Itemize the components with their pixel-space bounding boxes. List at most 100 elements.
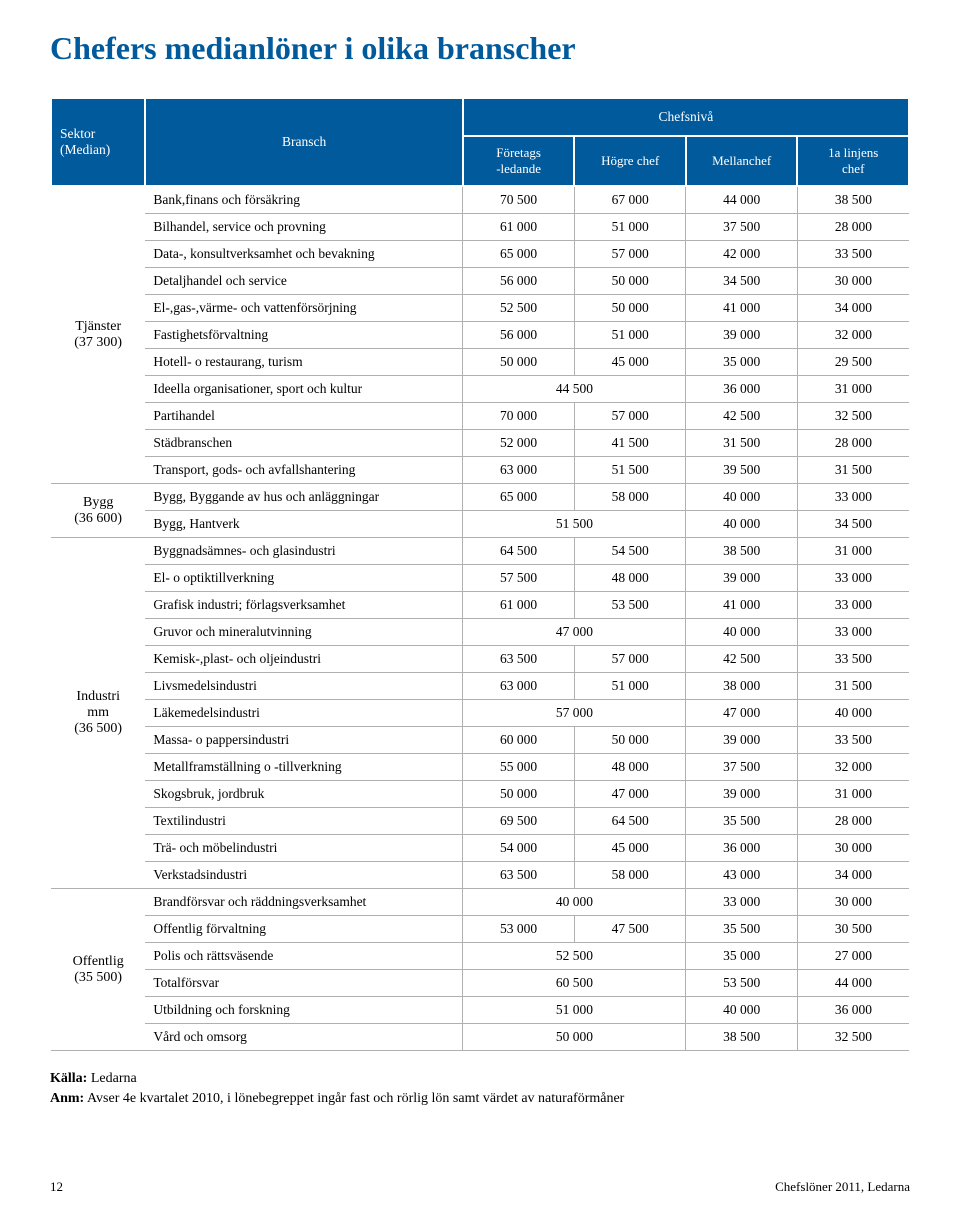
sector-cell: Offentlig(35 500) (51, 889, 145, 1051)
value-cell: 51 500 (574, 457, 686, 484)
value-cell: 51 000 (574, 673, 686, 700)
value-cell: 39 000 (686, 727, 798, 754)
value-cell: 44 500 (463, 376, 686, 403)
value-cell: 33 000 (797, 619, 909, 646)
branch-cell: El- o optiktillverkning (145, 565, 462, 592)
table-row: Tjänster(37 300)Bank,finans och försäkri… (51, 186, 909, 214)
value-cell: 42 500 (686, 403, 798, 430)
value-cell: 39 000 (686, 322, 798, 349)
value-cell: 32 000 (797, 322, 909, 349)
value-cell: 30 000 (797, 889, 909, 916)
branch-cell: Skogsbruk, jordbruk (145, 781, 462, 808)
table-row: Bygg(36 600)Bygg, Byggande av hus och an… (51, 484, 909, 511)
value-cell: 47 000 (463, 619, 686, 646)
branch-cell: Bygg, Byggande av hus och anläggningar (145, 484, 462, 511)
table-row: Fastighetsförvaltning56 00051 00039 0003… (51, 322, 909, 349)
value-cell: 33 500 (797, 727, 909, 754)
header-col-1: Företags-ledande (463, 136, 575, 186)
value-cell: 33 500 (797, 646, 909, 673)
table-row: Offentlig(35 500)Brandförsvar och räddni… (51, 889, 909, 916)
value-cell: 65 000 (463, 241, 575, 268)
value-cell: 47 500 (574, 916, 686, 943)
value-cell: 57 000 (574, 403, 686, 430)
value-cell: 40 000 (686, 511, 798, 538)
header-sector: Sektor(Median) (51, 98, 145, 186)
value-cell: 38 000 (686, 673, 798, 700)
value-cell: 33 000 (797, 565, 909, 592)
branch-cell: Städbranschen (145, 430, 462, 457)
source-value: Ledarna (91, 1071, 137, 1086)
value-cell: 51 500 (463, 511, 686, 538)
value-cell: 52 000 (463, 430, 575, 457)
value-cell: 60 000 (463, 727, 575, 754)
table-row: Detaljhandel och service56 00050 00034 5… (51, 268, 909, 295)
value-cell: 57 000 (463, 700, 686, 727)
value-cell: 34 500 (686, 268, 798, 295)
table-row: Vård och omsorg50 00038 50032 500 (51, 1024, 909, 1051)
value-cell: 40 000 (686, 484, 798, 511)
value-cell: 47 000 (686, 700, 798, 727)
value-cell: 67 000 (574, 186, 686, 214)
value-cell: 34 000 (797, 862, 909, 889)
table-row: Kemisk-,plast- och oljeindustri63 50057 … (51, 646, 909, 673)
value-cell: 34 500 (797, 511, 909, 538)
salary-table: Sektor(Median) Bransch Chefsnivå Företag… (50, 97, 910, 1051)
value-cell: 42 000 (686, 241, 798, 268)
header-branch: Bransch (145, 98, 462, 186)
value-cell: 40 000 (797, 700, 909, 727)
value-cell: 69 500 (463, 808, 575, 835)
value-cell: 53 500 (686, 970, 798, 997)
value-cell: 40 000 (686, 997, 798, 1024)
value-cell: 61 000 (463, 592, 575, 619)
branch-cell: Brandförsvar och räddningsverksamhet (145, 889, 462, 916)
table-row: Läkemedelsindustri57 00047 00040 000 (51, 700, 909, 727)
value-cell: 33 000 (797, 484, 909, 511)
value-cell: 31 000 (797, 781, 909, 808)
table-row: Totalförsvar60 50053 50044 000 (51, 970, 909, 997)
value-cell: 54 500 (574, 538, 686, 565)
value-cell: 28 000 (797, 214, 909, 241)
sector-cell: Bygg(36 600) (51, 484, 145, 538)
value-cell: 51 000 (574, 214, 686, 241)
value-cell: 35 500 (686, 916, 798, 943)
value-cell: 33 000 (686, 889, 798, 916)
value-cell: 39 000 (686, 565, 798, 592)
table-row: Utbildning och forskning51 00040 00036 0… (51, 997, 909, 1024)
value-cell: 40 000 (686, 619, 798, 646)
value-cell: 50 000 (574, 295, 686, 322)
table-row: Städbranschen52 00041 50031 50028 000 (51, 430, 909, 457)
value-cell: 57 000 (574, 646, 686, 673)
value-cell: 31 500 (686, 430, 798, 457)
value-cell: 33 500 (797, 241, 909, 268)
value-cell: 48 000 (574, 754, 686, 781)
value-cell: 53 500 (574, 592, 686, 619)
header-level: Chefsnivå (463, 98, 909, 136)
value-cell: 30 000 (797, 268, 909, 295)
branch-cell: Hotell- o restaurang, turism (145, 349, 462, 376)
value-cell: 35 500 (686, 808, 798, 835)
sector-cell: Industrimm(36 500) (51, 538, 145, 889)
value-cell: 53 000 (463, 916, 575, 943)
header-col-2: Högre chef (574, 136, 686, 186)
branch-cell: Data-, konsultverksamhet och bevakning (145, 241, 462, 268)
table-row: Ideella organisationer, sport och kultur… (51, 376, 909, 403)
table-row: Metallframställning o -tillverkning55 00… (51, 754, 909, 781)
sector-cell: Tjänster(37 300) (51, 186, 145, 484)
value-cell: 32 000 (797, 754, 909, 781)
branch-cell: Ideella organisationer, sport och kultur (145, 376, 462, 403)
value-cell: 30 500 (797, 916, 909, 943)
value-cell: 41 000 (686, 295, 798, 322)
value-cell: 44 000 (797, 970, 909, 997)
branch-cell: Polis och rättsväsende (145, 943, 462, 970)
value-cell: 44 000 (686, 186, 798, 214)
branch-cell: Kemisk-,plast- och oljeindustri (145, 646, 462, 673)
branch-cell: Partihandel (145, 403, 462, 430)
branch-cell: Utbildning och forskning (145, 997, 462, 1024)
value-cell: 57 000 (574, 241, 686, 268)
value-cell: 45 000 (574, 835, 686, 862)
value-cell: 70 500 (463, 186, 575, 214)
table-row: Massa- o pappersindustri60 00050 00039 0… (51, 727, 909, 754)
value-cell: 27 000 (797, 943, 909, 970)
table-row: El- o optiktillverkning57 50048 00039 00… (51, 565, 909, 592)
source-label: Källa: (50, 1071, 87, 1086)
